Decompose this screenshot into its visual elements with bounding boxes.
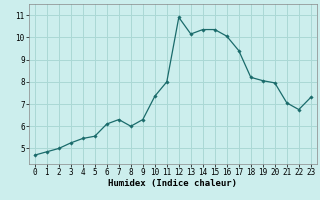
X-axis label: Humidex (Indice chaleur): Humidex (Indice chaleur) bbox=[108, 179, 237, 188]
